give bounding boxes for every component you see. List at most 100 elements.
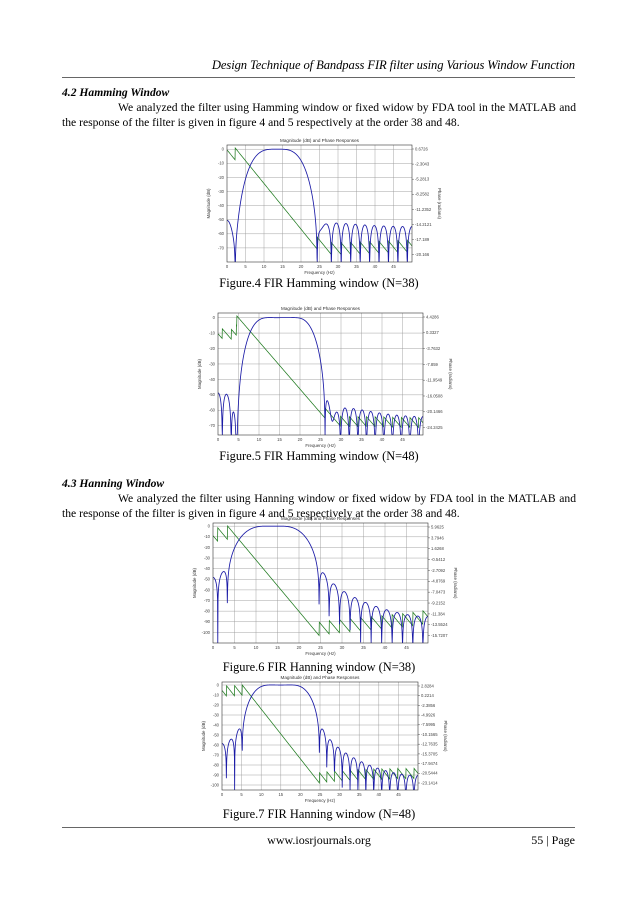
paragraph-hamming: We analyzed the filter using Hamming win… xyxy=(62,100,576,130)
figure-4-caption: Figure.4 FIR Hamming window (N=38) xyxy=(219,276,419,290)
figure-5-chart: Magnitude (dB) and Phase Responses 0 -10 -2… xyxy=(182,300,457,450)
y-tick-label: -10 xyxy=(218,161,225,166)
y-tick-label: -50 xyxy=(209,392,216,397)
phase-response-line xyxy=(218,315,423,429)
x-tick-label: 40 xyxy=(373,264,378,269)
y-tick-label: -90 xyxy=(204,619,211,624)
y-right-tick-label: 5.9625 xyxy=(431,524,444,529)
y-tick-label: -60 xyxy=(209,408,216,413)
phase-response-line xyxy=(222,683,418,784)
x-tick-label: 25 xyxy=(317,264,322,269)
y-right-tick-label: -4.9926 xyxy=(421,713,436,718)
y-right-tick-label: -2.3043 xyxy=(415,162,430,167)
y-right-tick-label: -3.7632 xyxy=(426,346,441,351)
y-right-tick-label: -4.8769 xyxy=(431,579,446,584)
plot-frame xyxy=(217,312,424,436)
y-right-axis-label: Phase (radians) xyxy=(448,359,453,391)
magnitude-response-line xyxy=(222,684,418,790)
x-tick-label: 45 xyxy=(404,645,409,650)
y-tick-label: -90 xyxy=(213,772,220,777)
x-tick-label: 35 xyxy=(359,437,364,442)
x-tick-label: 0 xyxy=(212,645,215,650)
magnitude-response-line xyxy=(227,148,412,262)
y-right-tick-label: 4.4286 xyxy=(426,314,439,319)
y-right-axis-label: Phase (radians) xyxy=(453,568,458,600)
y-right-tick-label: -0.5412 xyxy=(431,557,446,562)
x-tick-label: 25 xyxy=(318,645,323,650)
y-tick-label: -30 xyxy=(218,189,225,194)
y-tick-label: -30 xyxy=(204,555,211,560)
y-right-tick-label: -12.7635 xyxy=(421,742,438,747)
figure-6-caption: Figure.6 FIR Hanning window (N=38) xyxy=(222,660,416,674)
y-right-tick-label: -9.2152 xyxy=(431,600,446,605)
magnitude-response-line xyxy=(218,317,423,435)
y-axis-label: Magnitude (dB) xyxy=(197,358,202,389)
y-right-tick-label: -8.2582 xyxy=(415,192,430,197)
x-tick-label: 20 xyxy=(298,437,303,442)
x-tick-label: 35 xyxy=(361,645,366,650)
y-tick-label: -20 xyxy=(213,702,220,707)
y-right-tick-label: -15.3705 xyxy=(421,751,438,756)
y-right-tick-label: -2.7092 xyxy=(431,568,446,573)
y-right-tick-label: -11.9549 xyxy=(426,378,443,383)
grid xyxy=(213,523,428,643)
y-right-tick-label: -20.166 xyxy=(415,252,430,257)
y-tick-label: -100 xyxy=(211,782,220,787)
x-tick-label: 0 xyxy=(221,792,224,797)
x-tick-label: 30 xyxy=(337,792,342,797)
y-tick-label: -70 xyxy=(209,423,216,428)
y-tick-label: -40 xyxy=(213,722,220,727)
y-axis-label: Magnitude (dB) xyxy=(192,567,197,598)
y-tick-label: -70 xyxy=(204,598,211,603)
y-tick-label: -20 xyxy=(204,545,211,550)
x-tick-label: 5 xyxy=(240,792,243,797)
x-tick-label: 30 xyxy=(336,264,341,269)
x-tick-label: 25 xyxy=(318,792,323,797)
x-tick-label: 20 xyxy=(297,645,302,650)
y-axis-label: Magnitude (dB) xyxy=(206,188,211,219)
y-right-tick-label: 1.6268 xyxy=(431,546,444,551)
y-tick-label: -80 xyxy=(213,762,220,767)
y-tick-label: -20 xyxy=(218,175,225,180)
y-tick-label: 0 xyxy=(213,315,216,320)
x-axis-label: Frequency (Hz) xyxy=(305,798,336,803)
x-tick-label: 45 xyxy=(396,792,401,797)
x-tick-label: 15 xyxy=(278,792,283,797)
y-right-tick-label: -17.189 xyxy=(415,237,430,242)
y-tick-label: -10 xyxy=(213,692,220,697)
y-tick-label: -50 xyxy=(213,732,220,737)
paragraph-text: response of the filter is given in figur… xyxy=(79,507,460,520)
plot-title: Magnitude (dB) and Phase Responses xyxy=(281,306,361,311)
x-tick-label: 15 xyxy=(275,645,280,650)
plot-title: Magnitude (dB) and Phase Responses xyxy=(280,138,360,143)
y-tick-label: -30 xyxy=(209,361,216,366)
y-tick-label: -20 xyxy=(209,346,216,351)
x-axis-label: Frequency (Hz) xyxy=(305,443,336,448)
y-tick-label: -80 xyxy=(204,609,211,614)
y-tick-label: 0 xyxy=(208,524,211,529)
y-right-tick-label: -7.0473 xyxy=(431,590,446,595)
y-right-tick-label: -16.0508 xyxy=(426,393,443,398)
y-right-tick-label: -11.2352 xyxy=(415,207,432,212)
y-tick-label: -40 xyxy=(209,377,216,382)
y-right-tick-label: -15.7207 xyxy=(431,633,448,638)
y-right-tick-label: -10.1565 xyxy=(421,732,438,737)
y-right-tick-label: -5.2813 xyxy=(415,177,430,182)
x-tick-label: 20 xyxy=(299,264,304,269)
y-right-tick-label: -2.3856 xyxy=(421,703,436,708)
y-right-tick-label: 3.7946 xyxy=(431,535,444,540)
footer-url[interactable]: www.iosrjournals.org xyxy=(267,833,371,847)
y-right-tick-label: -7.859 xyxy=(426,362,439,367)
y-tick-label: -70 xyxy=(218,245,225,250)
paragraph-hanning: We analyzed the filter using Hanning win… xyxy=(62,491,576,521)
x-tick-label: 40 xyxy=(380,437,385,442)
y-tick-label: -70 xyxy=(213,752,220,757)
figure-7-caption: Figure.7 FIR Hanning window (N=48) xyxy=(222,807,416,821)
y-tick-label: -50 xyxy=(218,217,225,222)
x-tick-label: 5 xyxy=(233,645,236,650)
x-tick-label: 0 xyxy=(226,264,229,269)
x-tick-label: 35 xyxy=(354,264,359,269)
x-tick-label: 40 xyxy=(383,645,388,650)
y-tick-label: 0 xyxy=(217,682,220,687)
y-right-axis-label: Phase (radians) xyxy=(443,721,448,753)
